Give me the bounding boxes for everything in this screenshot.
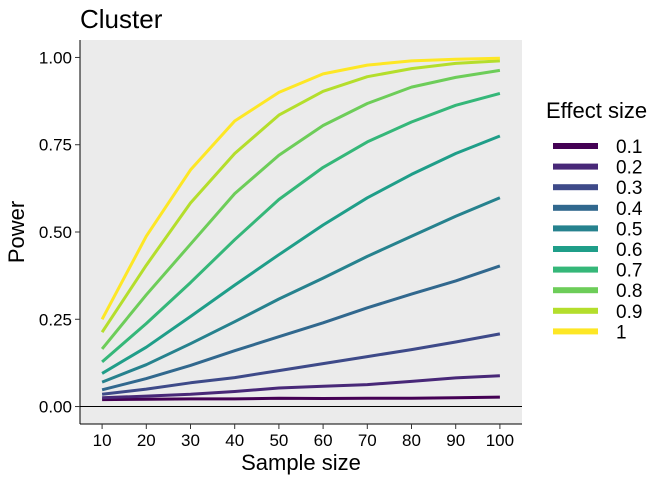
y-tick-label: 0.25 [39,310,72,329]
legend-swatch [553,225,598,232]
x-tick-label: 30 [181,431,200,450]
y-tick-label: 0.00 [39,398,72,417]
legend-item: 0.2 [553,158,642,179]
series-line-0-7 [101,91,501,364]
legend-item: 0.5 [553,219,642,240]
y-axis-title: Power [4,201,29,263]
legend-swatch [553,184,598,191]
x-tick-label: 20 [137,431,156,450]
x-axis-ticks: 10 20 30 40 50 60 70 80 90 100 [93,424,514,450]
series-layer [100,56,501,402]
legend-swatch [553,307,598,314]
legend-item: 0.4 [553,199,643,220]
series-line-0-4 [101,264,501,392]
legend-label: 0.4 [616,199,643,220]
series-line-0-3 [101,332,501,396]
x-tick-label: 70 [358,431,377,450]
legend-item: 0.6 [553,240,642,261]
x-tick-label: 50 [269,431,288,450]
legend-label: 0.2 [616,158,642,179]
legend-label: 0.6 [616,240,642,261]
series-line-0-8 [100,68,501,350]
legend-label: 0.5 [616,219,642,240]
legend-label: 0.8 [616,281,642,302]
legend-swatch [553,163,598,170]
x-tick-label: 90 [446,431,465,450]
legend-item: 0.7 [553,261,642,282]
legend-label: 0.7 [616,261,642,282]
legend-item: 1 [553,322,627,343]
legend-title: Effect size [546,98,647,123]
series-line-0-2 [102,374,500,400]
legend-label: 0.1 [616,137,642,158]
series-line-0-9 [100,59,500,334]
legend-swatch [553,266,598,273]
legend-label: 1 [616,322,627,343]
series-line-0-1 [102,395,500,402]
legend-item: 0.9 [553,302,642,323]
x-tick-label: 80 [402,431,421,450]
x-tick-label: 40 [225,431,244,450]
series-line-0-6 [101,134,501,375]
legend-item: 0.3 [553,178,642,199]
x-tick-label: 10 [93,431,112,450]
legend: Effect size 0.10.20.30.40.50.60.70.80.91 [546,98,647,343]
chart-title: Cluster [80,4,163,34]
x-axis-title: Sample size [241,450,361,475]
series-line-1 [100,56,500,321]
legend-swatch [553,246,598,252]
legend-swatch [553,204,598,211]
legend-swatch [553,328,598,335]
y-tick-label: 0.75 [39,136,72,155]
legend-label: 0.9 [616,302,642,323]
y-tick-label: 0.50 [39,223,72,242]
legend-swatch [553,143,598,149]
series-line-0-5 [101,196,501,384]
y-tick-label: 1.00 [39,48,72,67]
legend-label: 0.3 [616,178,642,199]
legend-swatch [553,287,598,294]
legend-item: 0.1 [553,137,642,158]
x-tick-label: 100 [486,431,514,450]
legend-items: 0.10.20.30.40.50.60.70.80.91 [553,137,643,343]
y-axis-ticks: 0.00 0.25 0.50 0.75 1.00 [39,48,80,417]
legend-item: 0.8 [553,281,642,302]
x-tick-label: 60 [314,431,333,450]
